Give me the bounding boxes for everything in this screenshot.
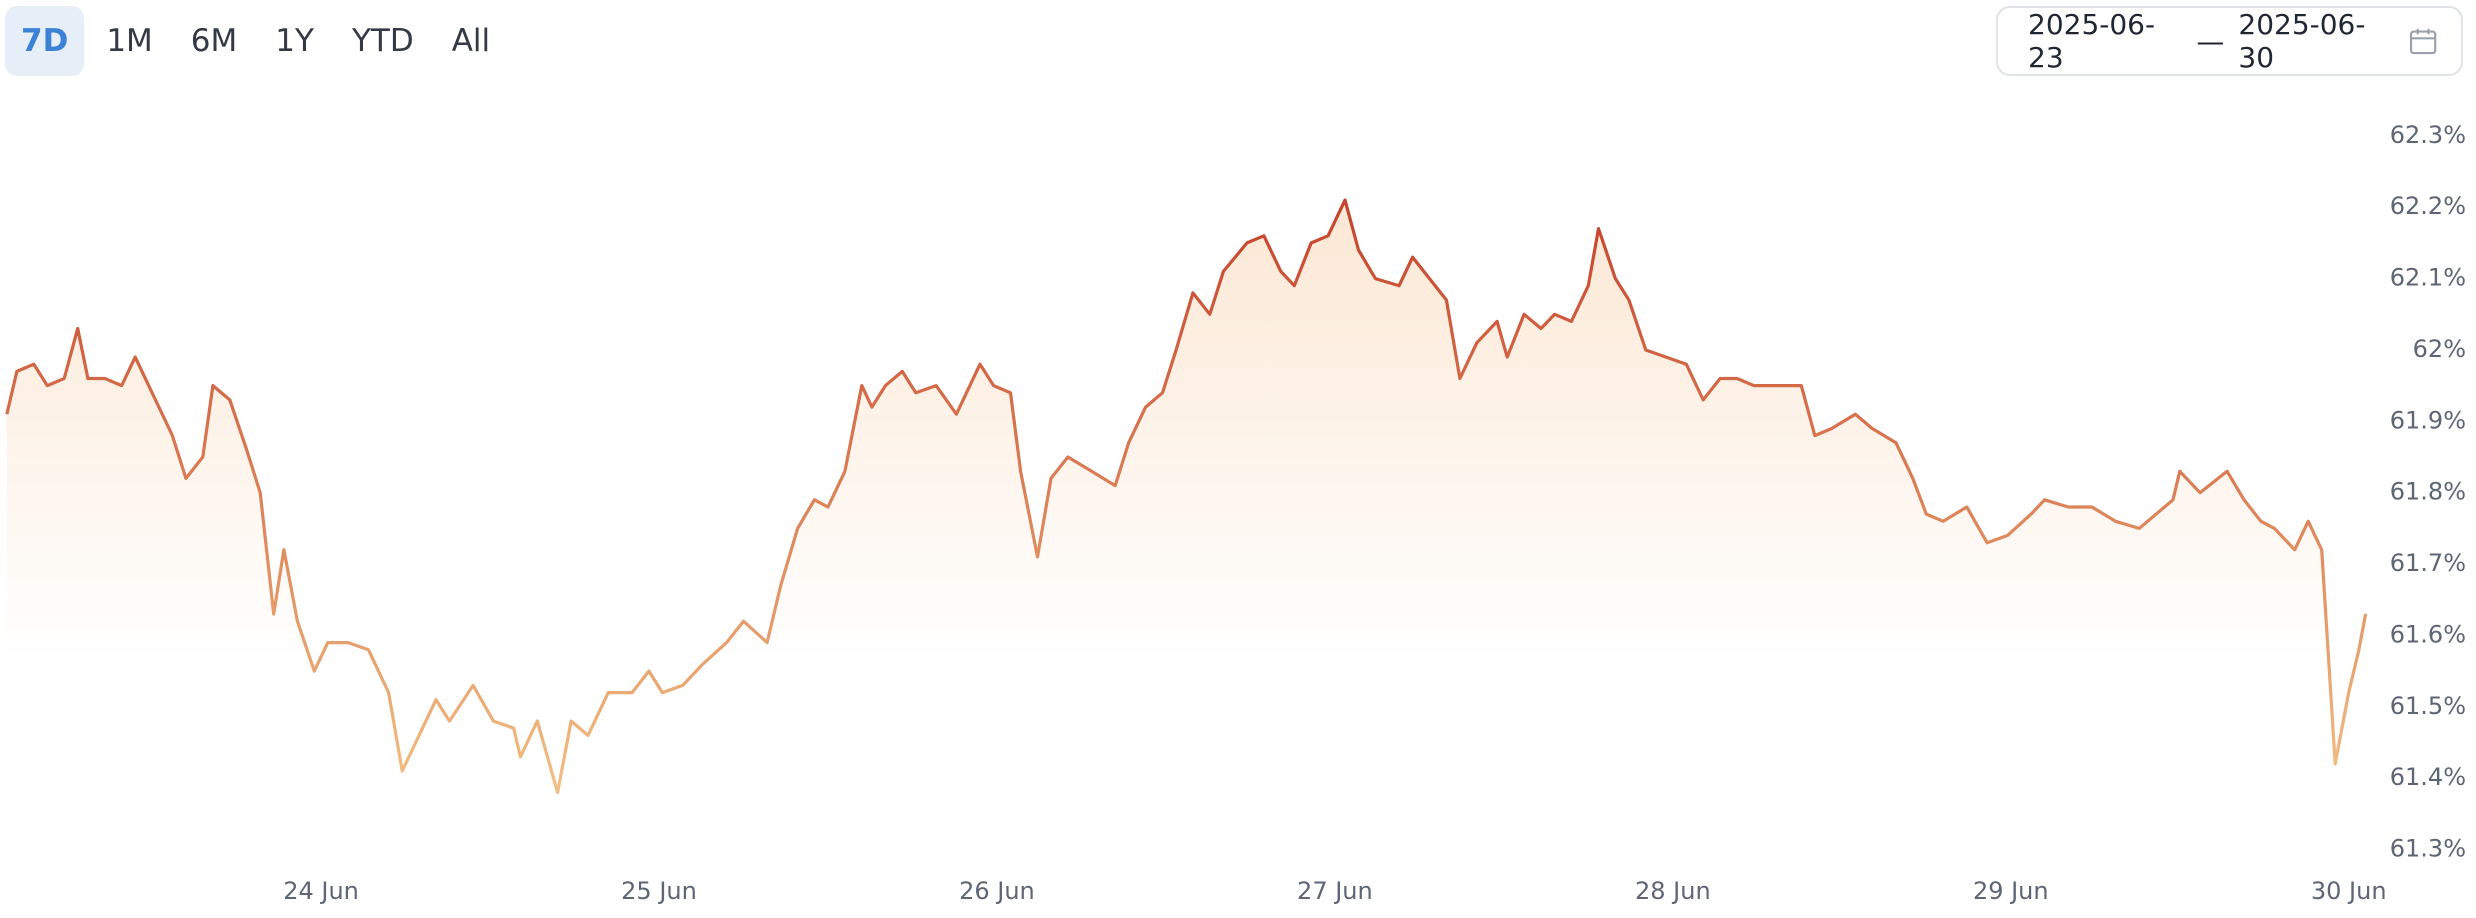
- y-tick-label: 62.3%: [2390, 121, 2466, 149]
- y-tick-label: 61.3%: [2390, 835, 2466, 863]
- range-button[interactable]: 1M: [106, 23, 153, 59]
- range-button[interactable]: 6M: [190, 23, 238, 59]
- x-tick-label: 25 Jun: [621, 877, 697, 905]
- x-tick-label: 30 Jun: [2311, 877, 2387, 905]
- area-fill: [6, 200, 2366, 872]
- y-tick-label: 61.9%: [2390, 406, 2466, 434]
- y-tick-label: 62%: [2413, 335, 2466, 363]
- y-tick-label: 62.1%: [2390, 264, 2466, 292]
- x-tick-label: 26 Jun: [959, 877, 1035, 905]
- y-tick-label: 61.7%: [2390, 549, 2466, 577]
- date-separator: —: [2196, 24, 2225, 58]
- x-tick-label: 28 Jun: [1635, 877, 1711, 905]
- start-date: 2025-06-23: [2028, 8, 2156, 74]
- range-button[interactable]: 1Y: [275, 23, 314, 59]
- y-tick-label: 61.8%: [2390, 478, 2466, 506]
- line: [5, 198, 2368, 795]
- range-button[interactable]: 7D: [5, 6, 85, 76]
- y-tick-label: 61.4%: [2390, 763, 2466, 791]
- calendar-icon[interactable]: [2407, 24, 2439, 58]
- x-tick-label: 24 Jun: [283, 877, 359, 905]
- date-range-picker[interactable]: 2025-06-23 — 2025-06-30: [1996, 6, 2463, 76]
- end-date: 2025-06-30: [2238, 8, 2366, 74]
- y-tick-label: 61.6%: [2390, 620, 2466, 648]
- x-tick-label: 29 Jun: [1973, 877, 2049, 905]
- y-tick-label: 62.2%: [2390, 192, 2466, 220]
- range-button[interactable]: All: [451, 23, 491, 59]
- range-toolbar: 7D 1M 6M 1Y YTD All: [5, 6, 506, 76]
- y-tick-label: 61.5%: [2390, 692, 2466, 720]
- x-tick-label: 27 Jun: [1297, 877, 1373, 905]
- range-button[interactable]: YTD: [351, 23, 414, 59]
